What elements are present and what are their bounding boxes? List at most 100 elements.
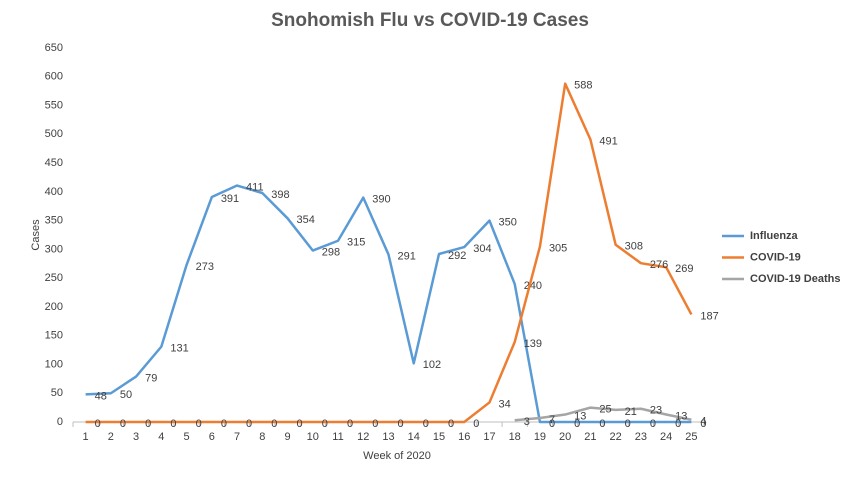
x-tick-label: 2 xyxy=(108,431,114,443)
y-tick-label: 200 xyxy=(45,301,63,313)
y-tick-label: 550 xyxy=(45,99,63,111)
data-label: 308 xyxy=(625,241,643,253)
legend-label: COVID-19 Deaths xyxy=(750,273,840,285)
data-label: 0 xyxy=(271,418,277,430)
x-tick-label: 13 xyxy=(382,431,394,443)
x-tick-label: 7 xyxy=(234,431,240,443)
data-label: 139 xyxy=(524,338,542,350)
x-tick-label: 18 xyxy=(509,431,521,443)
y-tick-label: 600 xyxy=(45,71,63,83)
x-tick-label: 8 xyxy=(259,431,265,443)
data-label: 588 xyxy=(574,80,592,92)
series-line xyxy=(514,406,692,422)
data-label: 273 xyxy=(196,261,214,273)
data-label: 0 xyxy=(322,418,328,430)
data-label: 3 xyxy=(524,416,530,428)
data-label: 0 xyxy=(297,418,303,430)
data-label: 0 xyxy=(423,418,429,430)
y-tick-label: 650 xyxy=(45,42,63,54)
x-tick-label: 15 xyxy=(433,431,445,443)
legend-label: COVID-19 xyxy=(750,251,801,263)
data-label: 0 xyxy=(120,418,126,430)
x-tick-label: 5 xyxy=(184,431,190,443)
data-label: 305 xyxy=(549,242,567,254)
y-tick-label: 300 xyxy=(45,243,63,255)
data-label: 0 xyxy=(196,418,202,430)
data-label: 0 xyxy=(675,418,681,430)
data-label: 350 xyxy=(498,217,516,229)
data-label: 7 xyxy=(549,414,555,426)
data-label: 187 xyxy=(700,310,718,322)
data-label: 0 xyxy=(95,418,101,430)
data-label: 0 xyxy=(599,418,605,430)
data-label: 13 xyxy=(574,410,586,422)
y-tick-label: 250 xyxy=(45,272,63,284)
data-label: 298 xyxy=(322,246,340,258)
data-label: 0 xyxy=(625,418,631,430)
data-label: 391 xyxy=(221,193,239,205)
data-label: 131 xyxy=(170,343,188,355)
data-label: 34 xyxy=(498,398,510,410)
data-label: 79 xyxy=(145,372,157,384)
data-label: 0 xyxy=(246,418,252,430)
x-tick-label: 9 xyxy=(284,431,290,443)
data-label: 0 xyxy=(347,418,353,430)
x-tick-label: 1 xyxy=(83,431,89,443)
x-tick-label: 11 xyxy=(332,431,343,443)
data-label: 0 xyxy=(574,418,580,430)
y-tick-label: 350 xyxy=(45,215,63,227)
data-label: 0 xyxy=(221,418,227,430)
y-tick-label: 150 xyxy=(45,330,63,342)
data-label: 315 xyxy=(347,237,365,249)
data-label: 291 xyxy=(398,250,416,262)
y-tick-label: 50 xyxy=(51,387,63,399)
data-label: 21 xyxy=(625,406,637,418)
data-label: 276 xyxy=(650,259,668,271)
data-label: 269 xyxy=(675,263,693,275)
chart-title: Snohomish Flu vs COVID-19 Cases xyxy=(271,10,589,31)
data-label: 292 xyxy=(448,250,466,262)
data-label: 0 xyxy=(372,418,378,430)
x-tick-label: 3 xyxy=(133,431,139,443)
x-tick-label: 19 xyxy=(534,431,546,443)
data-label: 23 xyxy=(650,405,662,417)
x-tick-label: 14 xyxy=(408,431,420,443)
x-tick-label: 10 xyxy=(307,431,319,443)
x-tick-label: 24 xyxy=(660,431,672,443)
x-tick-label: 6 xyxy=(209,431,215,443)
x-tick-label: 22 xyxy=(610,431,622,443)
series-line xyxy=(85,184,692,424)
y-tick-label: 0 xyxy=(57,416,63,428)
data-label: 411 xyxy=(246,181,264,193)
y-tick-label: 400 xyxy=(45,186,63,198)
data-label: 240 xyxy=(524,280,542,292)
data-label: 0 xyxy=(549,418,555,430)
x-axis-title: Week of 2020 xyxy=(363,450,431,462)
data-label: 102 xyxy=(423,359,441,371)
data-label: 0 xyxy=(448,418,454,430)
data-label: 0 xyxy=(650,418,656,430)
data-label: 390 xyxy=(372,194,390,206)
x-tick-label: 4 xyxy=(158,431,164,443)
x-tick-label: 16 xyxy=(458,431,470,443)
y-tick-label: 100 xyxy=(45,358,63,370)
data-label: 354 xyxy=(297,214,315,226)
data-label: 0 xyxy=(473,418,479,430)
data-label: 0 xyxy=(700,418,706,430)
x-tick-label: 21 xyxy=(584,431,596,443)
data-label: 304 xyxy=(473,243,491,255)
data-label: 0 xyxy=(145,418,151,430)
x-tick-label: 17 xyxy=(483,431,495,443)
legend-label: Influenza xyxy=(750,230,799,242)
data-label: 50 xyxy=(120,389,132,401)
data-label: 0 xyxy=(398,418,404,430)
y-tick-label: 500 xyxy=(45,128,63,140)
data-label: 25 xyxy=(599,404,611,416)
y-tick-label: 450 xyxy=(45,157,63,169)
x-tick-label: 20 xyxy=(559,431,571,443)
data-label: 0 xyxy=(170,418,176,430)
data-label: 13 xyxy=(675,410,687,422)
data-label: 491 xyxy=(599,135,617,147)
data-label: 398 xyxy=(271,189,289,201)
